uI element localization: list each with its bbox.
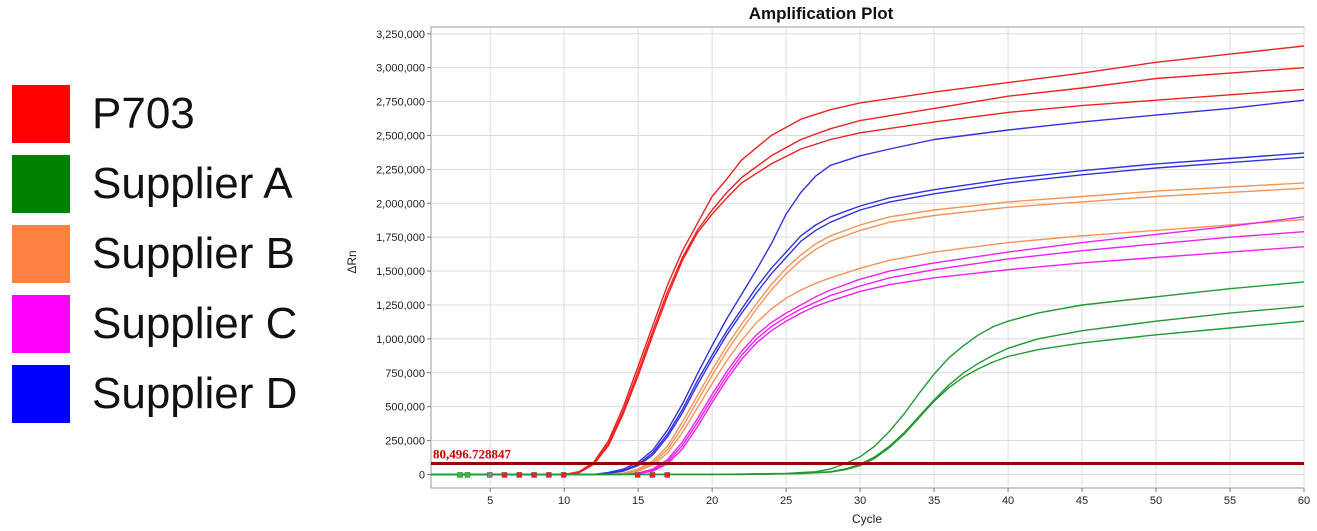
legend-item-supplier-a: Supplier A <box>12 154 342 213</box>
threshold-label: 80,496.728847 <box>433 447 512 462</box>
series-lines <box>431 45 1305 476</box>
baseline-marker <box>560 472 567 478</box>
series-line-p703-0 <box>431 45 1305 476</box>
legend-label: Supplier C <box>92 298 298 348</box>
y-tick-label: 250,000 <box>385 436 425 448</box>
legend-swatch <box>12 364 70 423</box>
x-tick-label: 20 <box>706 495 718 507</box>
x-tick-label: 25 <box>780 495 792 507</box>
y-tick-label: 2,250,000 <box>376 164 425 176</box>
legend-swatch <box>12 84 70 143</box>
y-tick-label: 750,000 <box>385 368 425 380</box>
series-line-supplier-d-3 <box>431 99 1305 476</box>
legend-item-p703: P703 <box>12 84 342 143</box>
baseline-marker <box>531 472 537 478</box>
y-tick-label: 1,750,000 <box>376 232 425 244</box>
legend-item-supplier-b: Supplier B <box>12 224 342 283</box>
x-tick-label: 40 <box>1002 495 1014 507</box>
series-line-p703-1 <box>431 67 1305 476</box>
x-tick-label: 15 <box>632 495 644 507</box>
baseline-marker <box>649 472 656 478</box>
x-tick-label: 60 <box>1298 495 1310 507</box>
series-line-supplier-a-12 <box>431 281 1305 476</box>
y-tick-label: 1,500,000 <box>376 266 425 278</box>
baseline-markers <box>457 472 670 478</box>
legend-swatch <box>12 294 70 353</box>
plot-area <box>430 26 1305 489</box>
y-axis-title: ΔRn <box>345 250 359 273</box>
legend-label: Supplier D <box>92 368 298 418</box>
y-tick-label: 1,250,000 <box>376 300 425 312</box>
baseline-marker <box>486 472 493 478</box>
y-tick-label: 2,750,000 <box>376 97 425 109</box>
baseline-marker <box>516 472 523 478</box>
series-line-supplier-a-14 <box>431 320 1305 476</box>
series-line-supplier-b-6 <box>431 182 1305 476</box>
x-tick-label: 55 <box>1224 495 1236 507</box>
y-tick-label: 0 <box>419 469 425 481</box>
y-axis-ticks: 0 250,000 500,000 750,000 1,000,000 1,250,000… <box>376 29 431 481</box>
legend-swatch <box>12 224 70 283</box>
series-line-supplier-c-9 <box>431 216 1305 476</box>
legend-label: Supplier B <box>92 228 296 278</box>
y-tick-label: 2,500,000 <box>376 130 425 142</box>
y-tick-label: 2,000,000 <box>376 198 425 210</box>
y-tick-label: 1,000,000 <box>376 334 425 346</box>
legend-label: Supplier A <box>92 158 293 208</box>
baseline-marker <box>546 472 552 478</box>
x-tick-label: 30 <box>854 495 866 507</box>
baseline-marker <box>464 472 471 478</box>
legend: P703 Supplier A Supplier B Supplier C Su… <box>12 84 342 434</box>
baseline-marker <box>634 472 641 478</box>
series-line-p703-2 <box>431 88 1305 476</box>
baseline-marker <box>664 472 670 478</box>
legend-label: P703 <box>92 88 195 138</box>
baseline-marker <box>501 472 508 478</box>
x-tick-label: 45 <box>1076 495 1088 507</box>
legend-item-supplier-d: Supplier D <box>12 364 342 423</box>
y-tick-label: 500,000 <box>385 402 425 414</box>
y-tick-label: 3,000,000 <box>376 63 425 75</box>
baseline-marker <box>457 472 463 478</box>
x-tick-label: 50 <box>1150 495 1162 507</box>
x-tick-label: 5 <box>487 495 493 507</box>
x-axis-title: Cycle <box>852 512 882 526</box>
y-tick-label: 3,250,000 <box>376 29 425 41</box>
chart-title: Amplification Plot <box>749 4 894 23</box>
x-axis-ticks: 5 10 15 20 25 30 35 40 45 50 55 60 <box>487 488 1310 507</box>
legend-swatch <box>12 154 70 213</box>
x-tick-label: 35 <box>928 495 940 507</box>
legend-item-supplier-c: Supplier C <box>12 294 342 353</box>
x-tick-label: 10 <box>558 495 570 507</box>
